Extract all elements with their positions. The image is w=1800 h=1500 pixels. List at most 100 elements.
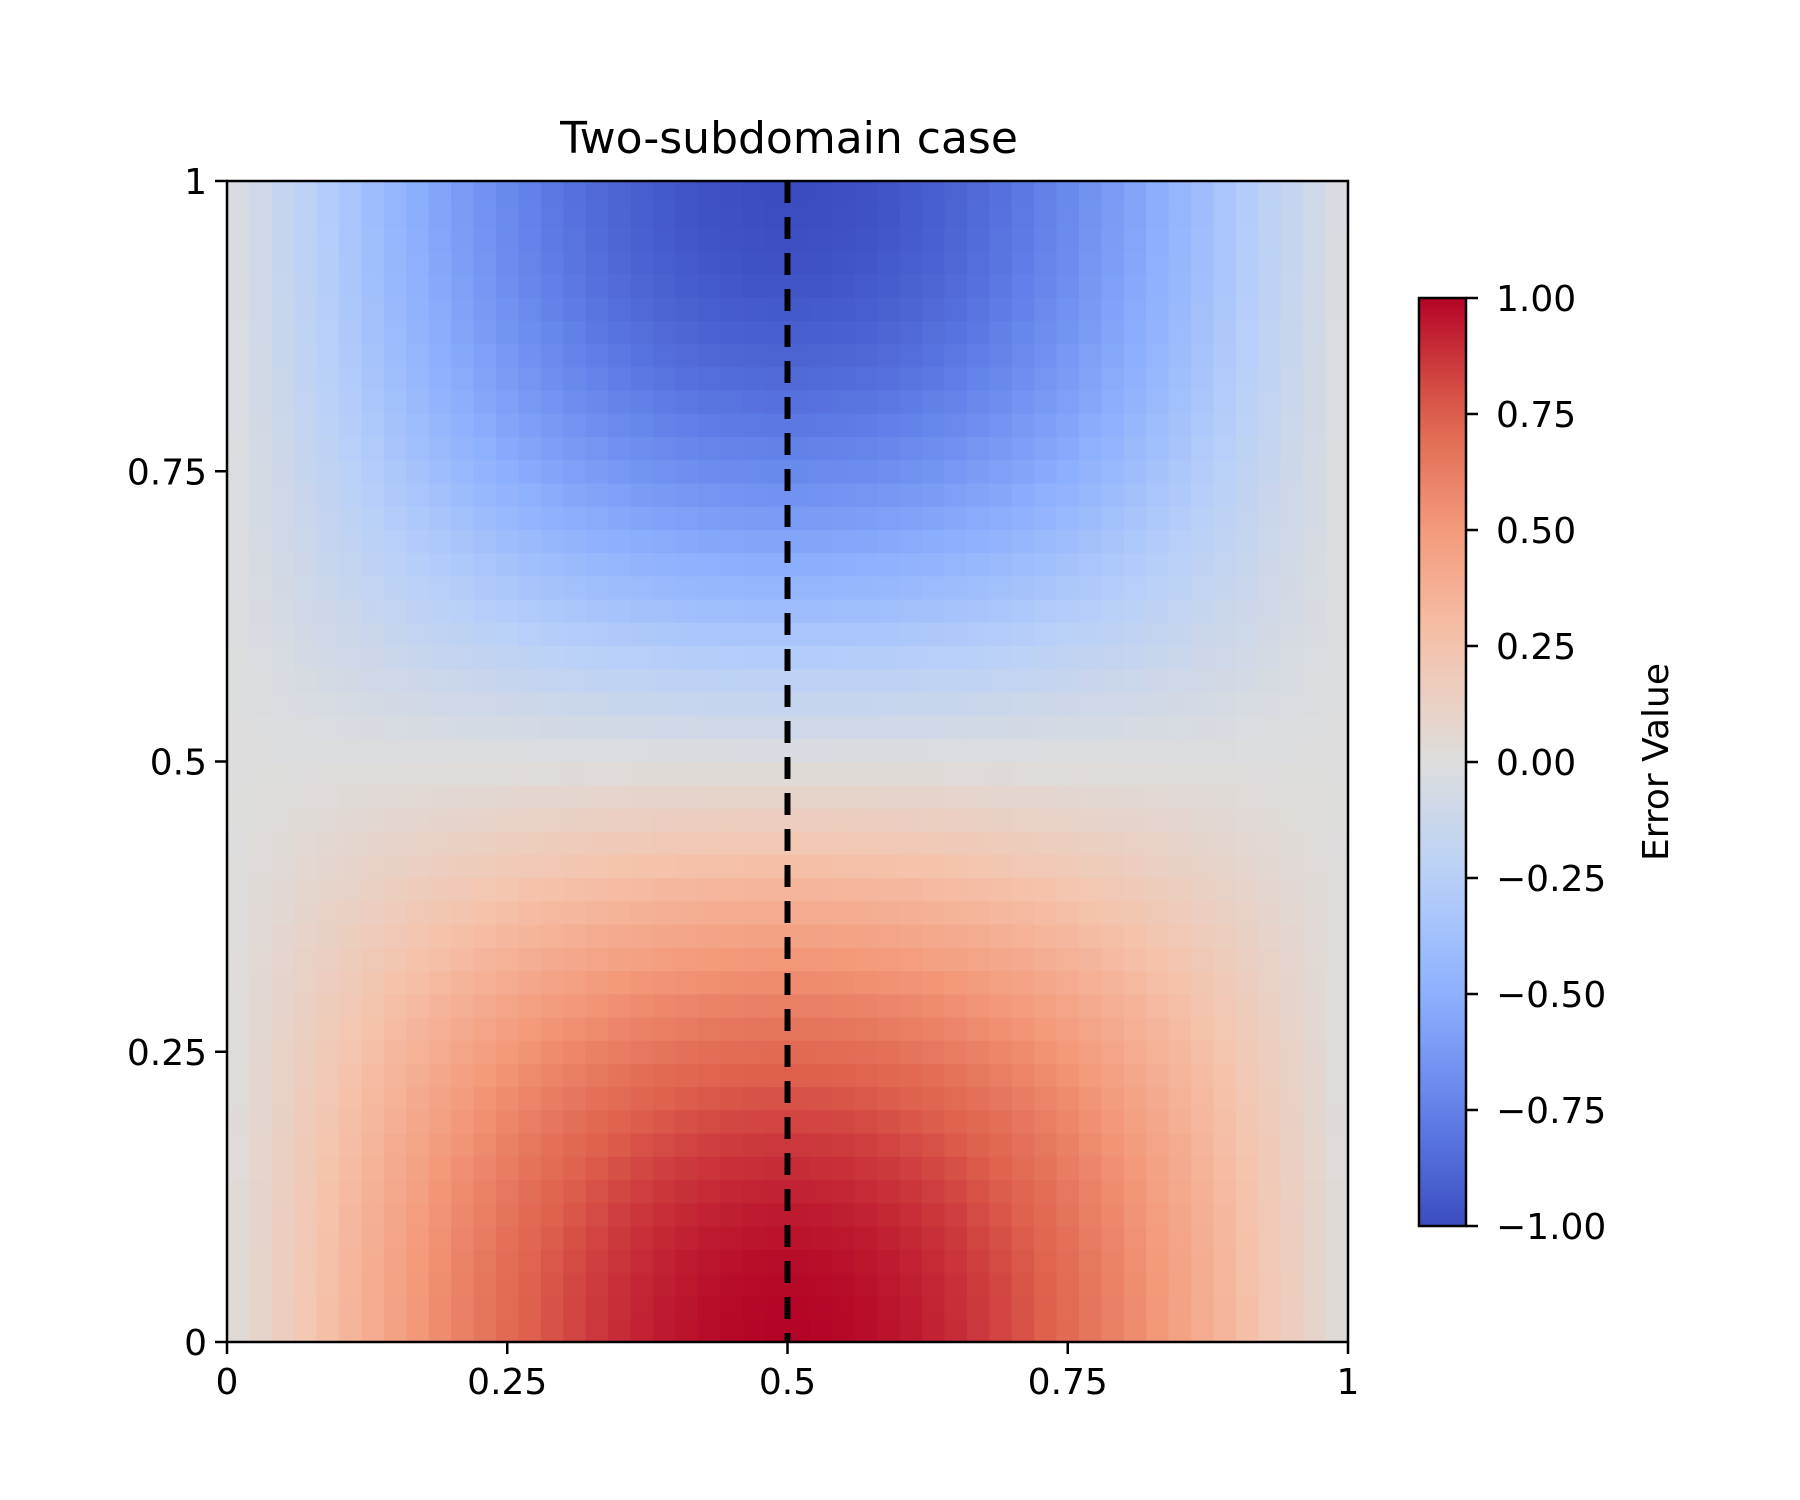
heatmap-cell [361, 1179, 385, 1204]
heatmap-cell [451, 1109, 475, 1134]
heatmap-cell [518, 343, 542, 368]
heatmap-cell [1168, 993, 1192, 1018]
heatmap-cell [809, 181, 833, 205]
heatmap-cell [630, 1202, 654, 1227]
heatmap-cell [1280, 715, 1304, 739]
heatmap-cell [1101, 1295, 1125, 1320]
heatmap-cell [1123, 807, 1147, 832]
heatmap-cell [473, 250, 497, 275]
heatmap-cell [630, 807, 654, 832]
heatmap-cell [1168, 807, 1192, 832]
heatmap-cell [1258, 459, 1282, 484]
heatmap-cell [652, 227, 676, 252]
heatmap-cell [989, 715, 1013, 739]
heatmap-cell [271, 204, 295, 229]
heatmap-cell [765, 1272, 789, 1297]
heatmap-cell [630, 575, 654, 600]
heatmap-cell [608, 436, 632, 461]
heatmap-cell [271, 715, 295, 739]
heatmap-cell [1034, 1156, 1058, 1181]
colorbar-tick-label: −0.50 [1496, 975, 1606, 1016]
heatmap-cell [1034, 1202, 1058, 1227]
heatmap-cell [1168, 900, 1192, 925]
heatmap-cell [451, 1086, 475, 1111]
heatmap-cell [540, 738, 564, 763]
heatmap-cell [361, 273, 385, 298]
heatmap-cell [227, 1318, 251, 1343]
heatmap-cell [1078, 297, 1102, 321]
heatmap-cell [1280, 227, 1304, 252]
heatmap-cell [697, 552, 721, 577]
heatmap-cell [406, 436, 430, 461]
heatmap-cell [540, 1086, 564, 1111]
heatmap-cell [1258, 250, 1282, 275]
heatmap-cell [563, 598, 587, 623]
heatmap-cell [563, 413, 587, 438]
heatmap-cell [518, 1272, 542, 1297]
heatmap-cell [966, 1063, 990, 1088]
heatmap-cell [720, 1063, 744, 1088]
heatmap-cell [1213, 1040, 1237, 1064]
heatmap-cell [339, 807, 363, 832]
heatmap-cell [630, 877, 654, 902]
heatmap-cell [720, 1249, 744, 1273]
heatmap-cell [518, 970, 542, 995]
heatmap-cell [1303, 1109, 1327, 1134]
heatmap-cell [877, 1295, 901, 1320]
heatmap-cell [922, 598, 946, 623]
heatmap-cell [742, 831, 766, 855]
heatmap-cell [832, 482, 856, 507]
heatmap-cell [1258, 1249, 1282, 1273]
heatmap-cell [451, 691, 475, 716]
heatmap-cell [585, 761, 609, 786]
heatmap-cell [271, 227, 295, 252]
heatmap-cell [1168, 575, 1192, 600]
heatmap-cell [294, 1040, 318, 1064]
heatmap-cell [249, 273, 273, 298]
heatmap-cell [1078, 529, 1102, 554]
heatmap-cell [563, 366, 587, 391]
heatmap-cell [1325, 1318, 1349, 1343]
heatmap-cell [989, 1109, 1013, 1134]
heatmap-cell [1325, 1063, 1349, 1088]
heatmap-cell [518, 297, 542, 321]
heatmap-cell [473, 993, 497, 1018]
heatmap-cell [966, 622, 990, 646]
heatmap-cell [832, 738, 856, 763]
heatmap-cell [832, 1202, 856, 1227]
heatmap-cell [899, 575, 923, 600]
heatmap-cell [854, 877, 878, 902]
heatmap-cell [451, 482, 475, 507]
heatmap-cell [1168, 877, 1192, 902]
heatmap-cell [832, 807, 856, 832]
heatmap-cell [1168, 947, 1192, 972]
heatmap-cell [1303, 529, 1327, 554]
heatmap-cell [608, 668, 632, 693]
heatmap-cell [809, 715, 833, 739]
heatmap-cell [294, 529, 318, 554]
heatmap-cell [1168, 482, 1192, 507]
heatmap-cell [361, 1016, 385, 1041]
heatmap-cell [899, 900, 923, 925]
heatmap-cell [1191, 297, 1215, 321]
heatmap-cell [630, 204, 654, 229]
heatmap-cell [742, 320, 766, 345]
heatmap-cell [899, 343, 923, 368]
heatmap-cell [361, 738, 385, 763]
heatmap-cell [989, 529, 1013, 554]
heatmap-cell [428, 552, 452, 577]
heatmap-cell [585, 1225, 609, 1250]
heatmap-cell [339, 506, 363, 530]
heatmap-cell [1213, 715, 1237, 739]
heatmap-cell [944, 668, 968, 693]
heatmap-cell [294, 1109, 318, 1134]
heatmap-cell [518, 1063, 542, 1088]
heatmap-cell [1191, 575, 1215, 600]
heatmap-cell [339, 668, 363, 693]
heatmap-cell [1303, 924, 1327, 948]
heatmap-cell [832, 1179, 856, 1204]
heatmap-cell [518, 924, 542, 948]
heatmap-cell [765, 413, 789, 438]
heatmap-cell [765, 1133, 789, 1157]
